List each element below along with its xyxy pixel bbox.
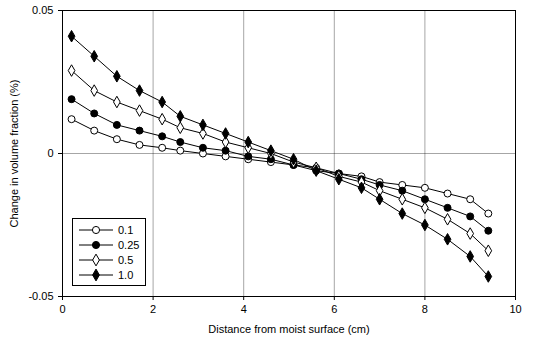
html-text:1.0: 1.0 [118,268,134,281]
svg-text:6: 6 [331,303,337,315]
svg-text:0: 0 [47,147,53,159]
svg-text:0: 0 [59,303,65,315]
html-text:0.1: 0.1 [118,223,134,236]
svg-text:0.05: 0.05 [32,4,53,16]
html-text:0.25: 0.25 [118,238,140,251]
svg-text:4: 4 [241,303,247,315]
svg-text:Change in volume fraction (%): Change in volume fraction (%) [8,80,20,228]
svg-text:-0.05: -0.05 [28,290,53,302]
svg-text:2: 2 [150,303,156,315]
svg-text:Distance from moist surface (c: Distance from moist surface (cm) [208,323,369,335]
svg-text:8: 8 [422,303,428,315]
svg-text:10: 10 [509,303,521,315]
html-text:0.5: 0.5 [118,253,134,266]
